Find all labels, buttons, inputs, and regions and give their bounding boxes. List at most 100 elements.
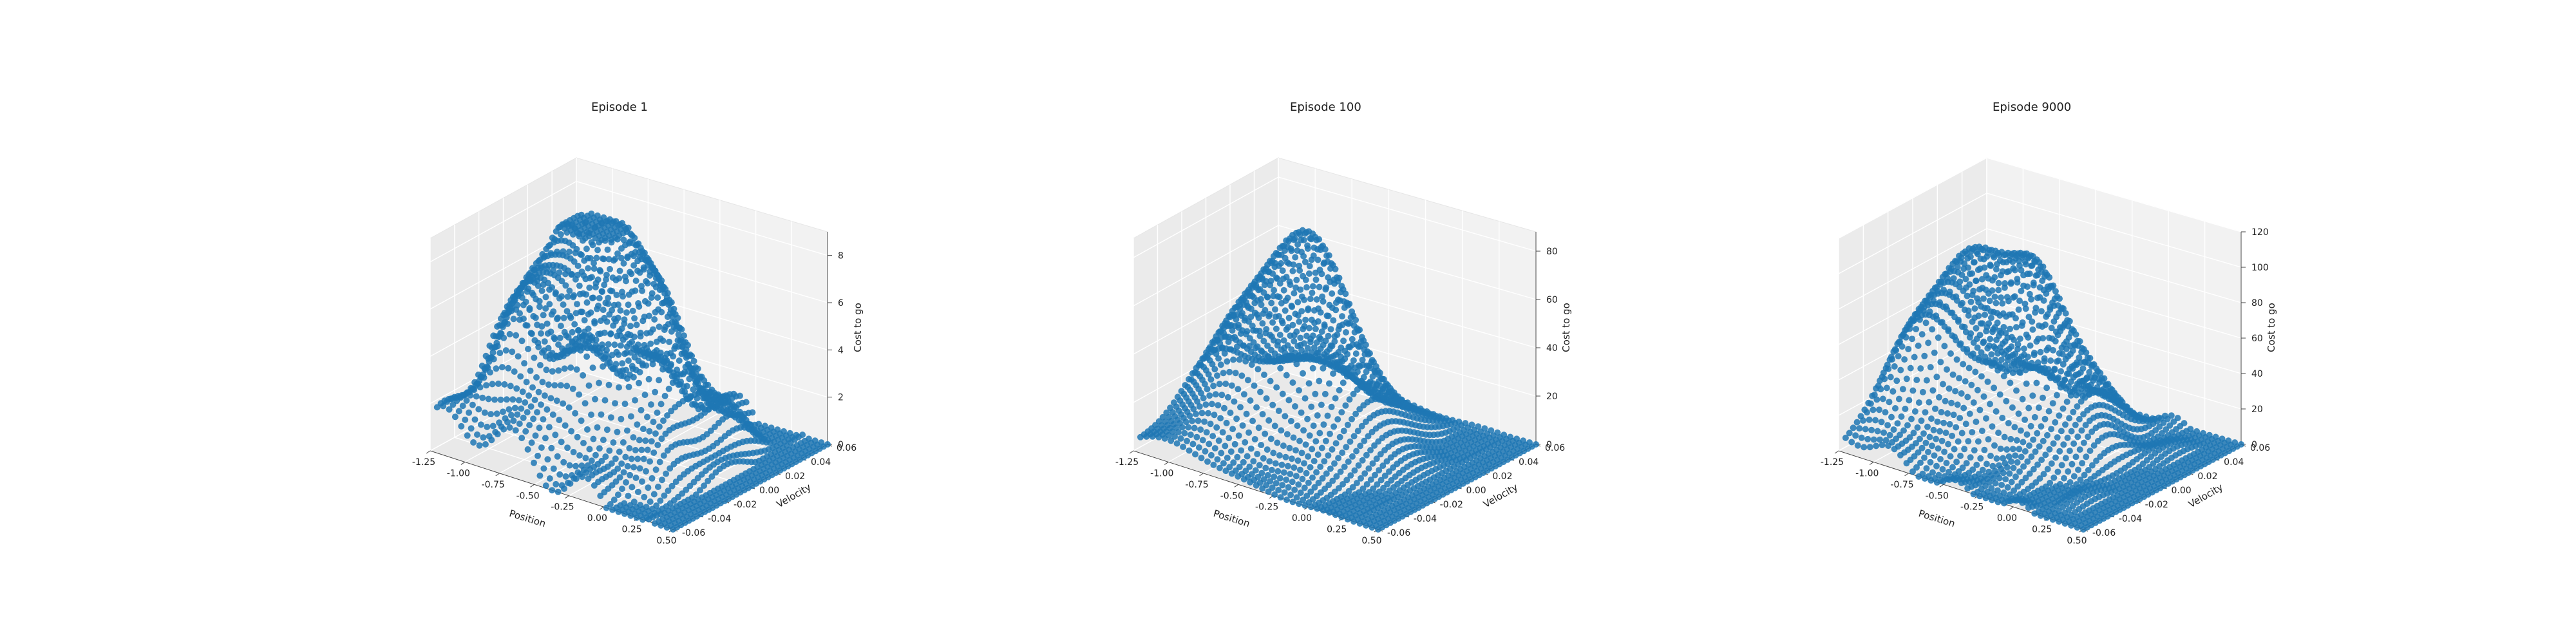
scatter-point	[1296, 267, 1303, 274]
scatter-point	[2066, 415, 2073, 422]
scatter-point	[524, 288, 531, 295]
scatter-point	[1225, 338, 1232, 345]
scatter-point	[1235, 386, 1242, 393]
scatter-point	[691, 401, 698, 408]
scatter-point	[2049, 335, 2056, 342]
scatter-point	[1938, 409, 1945, 415]
scatter-point	[1961, 446, 1968, 453]
scatter-point	[1946, 385, 1953, 392]
scatter-point	[538, 287, 545, 294]
scatter-point	[1226, 368, 1233, 375]
scatter-point	[553, 397, 560, 404]
scatter-point	[1372, 471, 1378, 478]
scatter-point	[1894, 420, 1901, 427]
x-tick-label: -0.50	[1926, 491, 1949, 501]
scatter-point	[614, 250, 621, 257]
scatter-point	[571, 345, 578, 352]
scatter-point	[639, 287, 646, 294]
x-tick-label: 0.25	[2032, 525, 2052, 535]
scatter-point	[658, 435, 665, 442]
scatter-point	[1969, 429, 1976, 436]
scatter-point	[530, 415, 537, 422]
scatter-point	[1927, 364, 1934, 371]
scatter-point	[1991, 254, 1998, 261]
scatter-point	[518, 405, 525, 412]
scatter-point	[1882, 409, 1889, 416]
scatter-point	[1939, 466, 1946, 473]
x-tick-mark	[1129, 450, 1134, 454]
scatter-point	[494, 343, 501, 350]
scatter-point	[2008, 478, 2015, 486]
scatter-point	[1961, 323, 1968, 330]
scatter-point	[572, 249, 579, 256]
scatter-point	[1222, 468, 1229, 475]
scatter-point	[1320, 507, 1327, 514]
scatter-point	[471, 386, 478, 393]
scatter-point	[1929, 387, 1937, 394]
scatter-point	[560, 314, 567, 321]
scatter-point	[1937, 299, 1944, 306]
scatter-point	[1991, 293, 1998, 300]
scatter-point	[2022, 305, 2029, 312]
chart-title: Episode 1	[591, 100, 648, 114]
scatter-point	[586, 284, 593, 291]
scatter-point	[1289, 267, 1296, 274]
scatter-point	[526, 422, 533, 429]
scatter-point	[1244, 328, 1251, 335]
scatter-point	[1940, 478, 1947, 485]
scatter-point	[1960, 265, 1967, 272]
scatter-point	[1356, 520, 1363, 527]
grid-line-z	[1133, 176, 1537, 258]
scatter-point	[582, 455, 589, 462]
scatter-point	[690, 386, 697, 393]
scatter-point	[2048, 426, 2055, 433]
scatter-point	[1956, 375, 1963, 382]
scatter-point	[2022, 416, 2029, 423]
scatter-point	[560, 248, 567, 255]
scatter-point	[1354, 386, 1361, 393]
scatter-point	[618, 325, 625, 332]
scatter-point	[1304, 345, 1311, 352]
scatter-point	[568, 271, 575, 278]
scatter-point	[556, 334, 564, 341]
scatter-point	[1381, 472, 1388, 479]
scatter-point	[1946, 476, 1953, 483]
x-tick-label: -0.50	[516, 491, 539, 501]
scatter-point	[598, 236, 605, 243]
scatter-point	[520, 301, 527, 308]
scatter-point	[1930, 298, 1937, 305]
scatter-point	[1266, 458, 1273, 465]
scatter-point	[1270, 292, 1277, 299]
scatter-point	[1978, 349, 1985, 356]
scatter-point	[1293, 276, 1300, 283]
scatter-point	[1931, 452, 1938, 459]
scatter-point	[1311, 484, 1318, 491]
scatter-point	[1303, 352, 1310, 359]
scatter-point	[2012, 452, 2019, 459]
scatter-point	[629, 288, 636, 295]
scatter-point	[1343, 444, 1350, 451]
scatter-point	[2040, 471, 2047, 478]
scatter-point	[541, 338, 548, 345]
scatter-point	[2024, 270, 2031, 278]
x-tick-mark	[600, 506, 604, 510]
scatter-point	[1219, 344, 1226, 351]
scatter-point	[1956, 278, 1964, 285]
scatter-point	[473, 393, 480, 400]
scatter-point	[557, 382, 564, 389]
scatter-point	[1989, 423, 1996, 430]
scatter-point	[2034, 461, 2041, 468]
scatter-point	[1329, 305, 1336, 311]
scatter-point	[601, 314, 608, 321]
scatter-point	[526, 392, 533, 399]
scatter-point	[1937, 359, 1944, 366]
scatter-point	[2016, 468, 2023, 475]
scatter-point	[1295, 481, 1302, 488]
scatter-point	[1314, 451, 1321, 458]
scatter-point	[1868, 426, 1875, 433]
scatter-point	[1316, 283, 1323, 290]
scatter-point	[1862, 426, 1869, 433]
scatter-point	[1279, 267, 1286, 274]
scatter-point	[1969, 350, 1976, 357]
scatter-point	[668, 482, 676, 489]
